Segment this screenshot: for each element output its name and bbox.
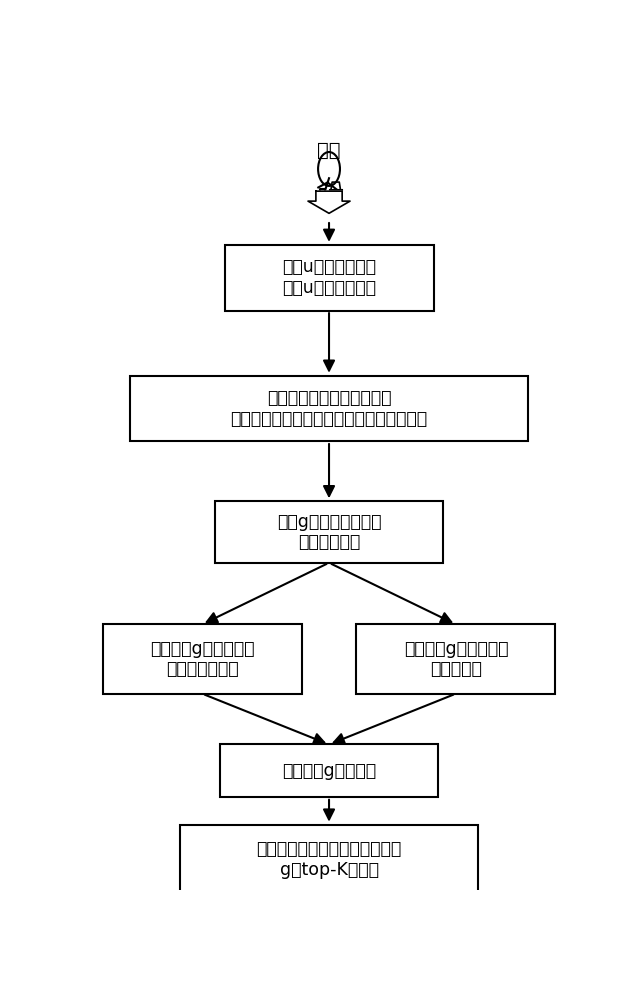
FancyBboxPatch shape xyxy=(225,245,433,311)
Text: 用户间进行偏好相似度计算
根据偏好相似度进行聚类形成共同偏好群组: 用户间进行偏好相似度计算 根据偏好相似度进行聚类形成共同偏好群组 xyxy=(230,389,428,428)
Polygon shape xyxy=(308,191,350,213)
Text: 计算群组g内每个用户
的偏好作用权重: 计算群组g内每个用户 的偏好作用权重 xyxy=(150,640,254,678)
FancyBboxPatch shape xyxy=(214,501,444,563)
FancyBboxPatch shape xyxy=(103,624,302,694)
Text: 确定群组g的偏好值: 确定群组g的偏好值 xyxy=(282,762,376,780)
Text: 用户u的评分项获取
用户u的偏好值计算: 用户u的评分项获取 用户u的偏好值计算 xyxy=(282,258,376,297)
FancyBboxPatch shape xyxy=(356,624,555,694)
FancyBboxPatch shape xyxy=(180,825,478,894)
Text: 用户: 用户 xyxy=(317,141,341,160)
Text: 计算群组g内每个用户
的频度权重: 计算群组g内每个用户 的频度权重 xyxy=(404,640,508,678)
FancyBboxPatch shape xyxy=(220,744,438,797)
FancyBboxPatch shape xyxy=(130,376,528,441)
Text: 基于项的协同过滤产生对于群组
g的top-K推荐集: 基于项的协同过滤产生对于群组 g的top-K推荐集 xyxy=(256,840,402,879)
Text: 群组g内用户评分进行
随机扰动处理: 群组g内用户评分进行 随机扰动处理 xyxy=(277,513,381,551)
